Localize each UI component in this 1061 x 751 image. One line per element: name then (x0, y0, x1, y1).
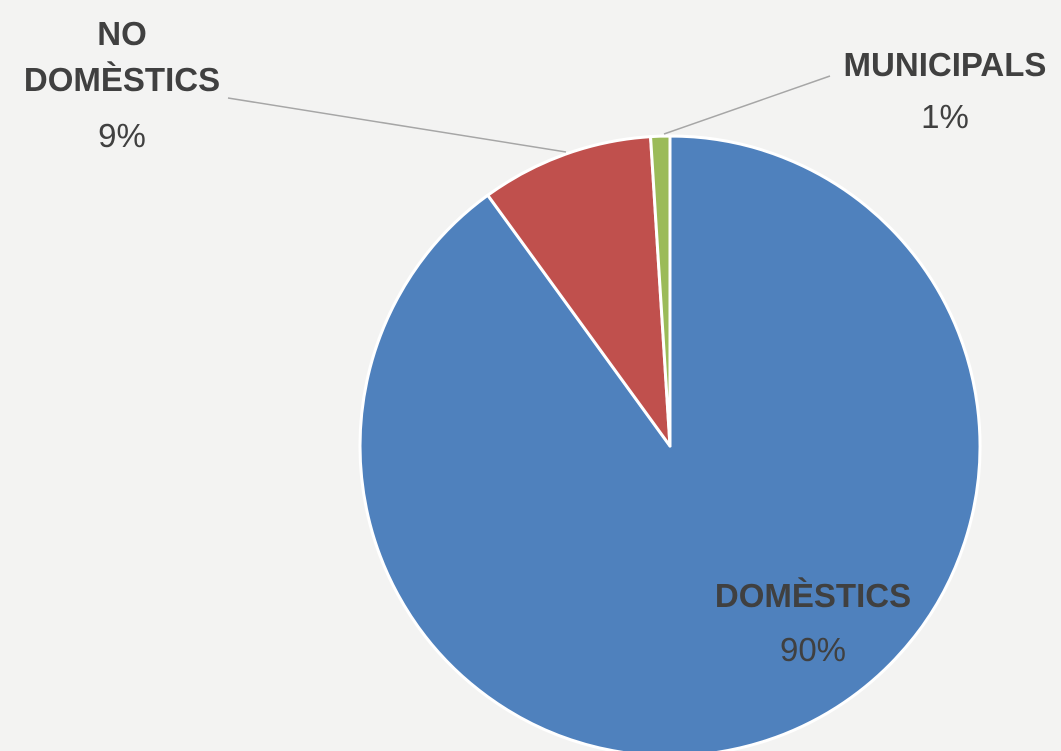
pie-slices (358, 134, 982, 751)
slice-value-domestics: 90% (780, 631, 846, 668)
leader-line-no-domestics (227, 97, 567, 153)
slice-value-no-domestics: 9% (98, 117, 146, 154)
pie-slice-no-domestics (486, 135, 672, 448)
pie-slice-domestics (358, 134, 982, 751)
pie-slice-municipals (649, 134, 672, 448)
leader-line-municipals (663, 75, 831, 135)
slice-labels: DOMÈSTICS 90% NO DOMÈSTICS 9% MUNICIPALS 1% (24, 15, 1047, 668)
slice-label-municipals: MUNICIPALS (844, 46, 1047, 83)
leader-lines (227, 75, 831, 153)
slice-value-municipals: 1% (921, 98, 969, 135)
slice-label-domestics: DOMÈSTICS (715, 577, 911, 614)
slice-label-no-domestics: NO DOMÈSTICS (24, 15, 220, 98)
